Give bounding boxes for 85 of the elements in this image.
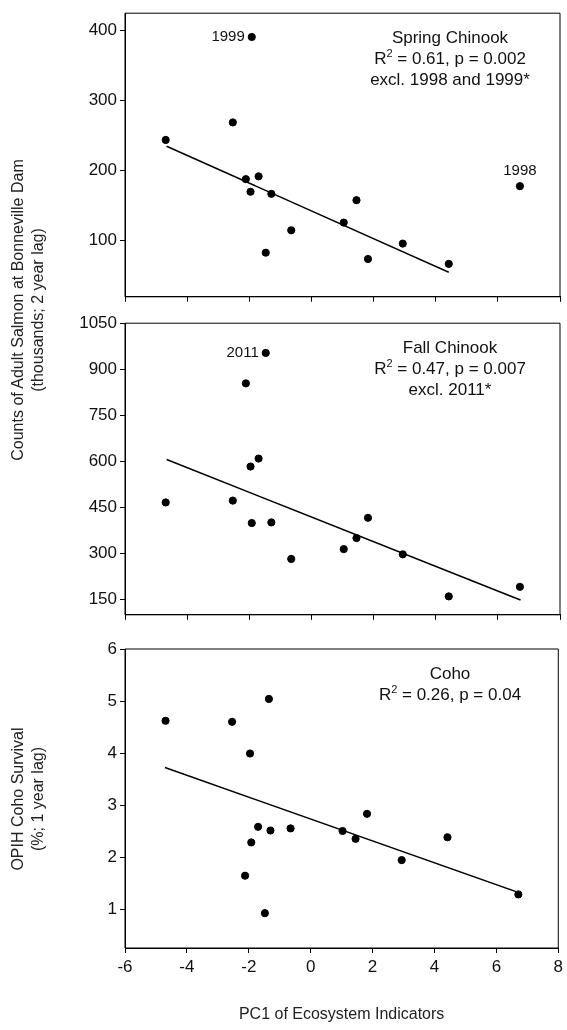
point: [363, 254, 373, 264]
x-axis-title: PC1 of Ecosystem Indicators: [238, 1005, 445, 1023]
annotation: excl. 1998 and 1999*: [370, 70, 530, 90]
y-tick-label: 450: [88, 497, 117, 517]
point: [286, 824, 295, 833]
point: [339, 218, 348, 227]
point: [397, 856, 406, 865]
point: [241, 175, 250, 184]
point: [362, 809, 372, 818]
point: [246, 462, 255, 471]
point: [266, 826, 275, 835]
y-tick-label: 3: [107, 794, 117, 814]
annotation: R$^{2}$ = 0.61, p = 0.002: [374, 47, 526, 69]
y-tick-label: 300: [88, 543, 117, 563]
y-tick-label: 6: [107, 638, 117, 658]
point: [363, 513, 373, 522]
y-tick-label: 900: [88, 358, 117, 378]
point: [264, 694, 274, 704]
y-tick-label: 5: [107, 690, 117, 710]
y-axis-title: Counts of Adult Salmon at Bonneville Dam (thousands; 2 year lag): [8, 158, 47, 463]
point: [351, 834, 360, 843]
y-tick-label: 750: [88, 404, 117, 424]
point: [161, 135, 170, 145]
point: [267, 518, 276, 527]
point: [515, 182, 525, 191]
y-tick-label: 4: [107, 742, 117, 762]
y-tick-label: 100: [88, 230, 117, 250]
x-tick-label: -6: [117, 956, 133, 976]
point: [161, 716, 170, 725]
point: [245, 749, 255, 758]
annotation: Coho: [429, 664, 471, 683]
point: [352, 533, 361, 543]
point: [253, 822, 263, 831]
annotation: R$^{2}$ = 0.47, p = 0.007: [374, 357, 526, 379]
point: [241, 379, 250, 388]
point: [514, 890, 523, 899]
point: [246, 187, 255, 196]
y-tick-label: 600: [88, 451, 117, 471]
x-tick-label: 8: [553, 956, 564, 976]
point: [267, 189, 276, 198]
point: [227, 717, 237, 726]
y-tick-label: 1050: [79, 312, 117, 332]
point: [287, 554, 296, 564]
annotation: R$^{2}$ = 0.26, p = 0.04: [378, 683, 522, 704]
point: [444, 259, 453, 268]
point: [161, 498, 170, 507]
point: [444, 592, 453, 601]
point: [247, 518, 256, 528]
y-tick-label: 400: [88, 20, 117, 40]
x-tick-label: -2: [241, 956, 257, 976]
y-tick-label: 1: [107, 898, 117, 918]
y-tick-label: 150: [88, 589, 117, 609]
point: [228, 118, 237, 127]
point: [254, 454, 263, 463]
x-tick-label: 2: [367, 956, 378, 976]
annotation: 2011: [226, 343, 259, 361]
x-tick-label: 4: [429, 956, 440, 976]
point: [398, 239, 407, 248]
x-tick-label: 6: [491, 956, 502, 976]
y-tick-label: 2: [107, 846, 117, 866]
point: [228, 496, 237, 505]
y-tick-label: 300: [88, 90, 117, 110]
point: [338, 826, 347, 836]
x-tick-label: -4: [179, 956, 195, 976]
point: [240, 871, 250, 880]
annotation: Spring Chinook: [391, 28, 509, 48]
point: [515, 582, 525, 591]
point: [260, 909, 269, 918]
point: [398, 550, 407, 559]
annotation: 1998: [503, 160, 537, 178]
point: [247, 32, 256, 42]
x-tick-label: 0: [305, 956, 316, 976]
annotation: Fall Chinook: [402, 338, 498, 358]
point: [352, 196, 361, 205]
point: [247, 838, 256, 847]
y-axis-title: OPIH Coho Survival (%; 1 year lag): [8, 725, 47, 873]
point: [443, 833, 452, 842]
annotation: 1999: [211, 27, 245, 45]
annotation: excl. 2011*: [408, 380, 492, 400]
point: [339, 545, 348, 554]
y-tick-label: 200: [88, 160, 117, 180]
point: [254, 172, 263, 181]
point: [261, 348, 270, 358]
point: [261, 248, 270, 257]
point: [287, 226, 296, 235]
